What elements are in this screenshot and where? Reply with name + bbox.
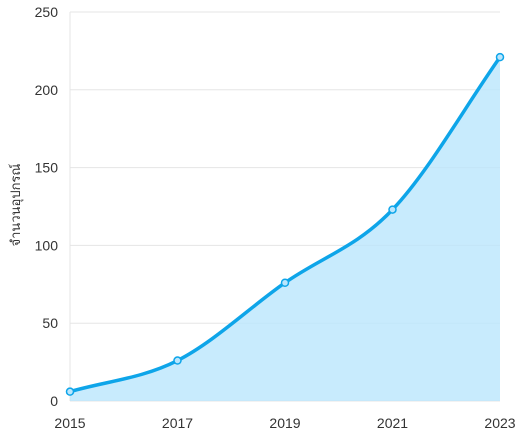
data-point[interactable] [495,52,505,62]
data-points [65,52,505,396]
x-tick-label: 2023 [484,415,515,431]
x-tick-label: 2017 [162,415,193,431]
line-layer [68,55,502,394]
area-fill [70,57,500,402]
x-tick-label: 2015 [54,415,85,431]
y-axis-label: จำนวนอุปกรณ์ [8,164,24,247]
series-line [68,55,502,394]
y-tick-label: 50 [42,315,58,331]
data-point[interactable] [280,278,290,287]
data-point[interactable] [388,205,397,214]
y-tick-label: 0 [50,393,58,409]
area-layer [70,57,500,402]
y-tick-label: 150 [35,160,59,176]
y-tick-label: 100 [35,237,59,253]
x-tick-label: 2021 [377,415,408,431]
y-tick-labels: 0 50 100 150 200 250 [35,4,59,409]
gridlines [69,11,500,402]
data-point[interactable] [65,387,75,396]
x-tick-labels: 2015 2017 2019 2021 2023 [54,415,515,431]
y-tick-label: 200 [35,82,59,98]
y-tick-label: 250 [35,4,59,20]
x-tick-label: 2019 [269,415,300,431]
data-point[interactable] [173,356,182,365]
